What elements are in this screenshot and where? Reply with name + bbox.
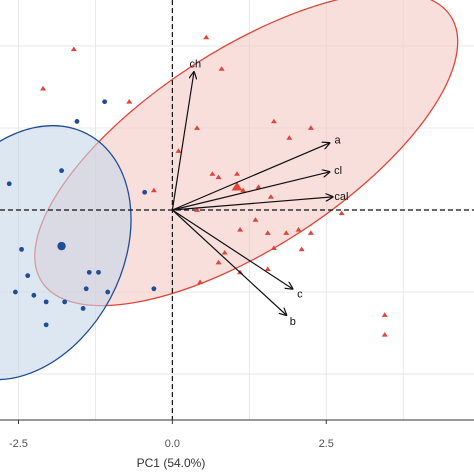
blue-circle-point xyxy=(59,168,64,174)
red-triangle-point xyxy=(270,118,277,124)
red-triangle-point xyxy=(338,210,345,216)
loading-label-ch: ch xyxy=(189,58,201,70)
red-triangle-point xyxy=(240,187,247,193)
blue-circle-point xyxy=(86,269,92,275)
blue-circle-point xyxy=(74,119,80,124)
x-axis-label: PC1 (54.0%) xyxy=(137,456,206,470)
x-tick-label: 2.5 xyxy=(319,438,334,450)
loading-label-cl: cl xyxy=(334,165,342,177)
x-tick-label: 0.0 xyxy=(165,438,180,450)
red-triangle-point xyxy=(215,259,222,265)
red-triangle-point xyxy=(307,230,314,235)
red-group-centroid xyxy=(231,182,243,191)
red-triangle-point xyxy=(175,148,182,153)
x-tick-label: -2.5 xyxy=(9,438,28,450)
blue-circle-point xyxy=(19,246,24,252)
red-triangle-point xyxy=(267,194,274,199)
blue-circle-point xyxy=(142,189,148,195)
red-triangle-point xyxy=(381,312,388,317)
red-triangle-point xyxy=(264,230,271,235)
blue-circle-point xyxy=(31,292,37,298)
loading-label-c: c xyxy=(297,289,303,301)
loading-arrow-a xyxy=(172,143,329,211)
red-triangle-point xyxy=(255,184,262,189)
blue-circle-point xyxy=(105,289,111,295)
red-triangle-point xyxy=(215,174,222,180)
blue-group-centroid xyxy=(57,241,66,251)
blue-circle-point xyxy=(62,299,68,305)
blue-circle-point xyxy=(102,99,108,105)
blue-circle-point xyxy=(43,322,49,328)
blue-circle-point xyxy=(12,289,18,295)
red-triangle-point xyxy=(283,230,290,235)
score-points xyxy=(6,34,388,337)
red-triangle-point xyxy=(381,331,388,337)
loading-arrow-cal xyxy=(172,197,332,211)
red-triangle-point xyxy=(209,171,216,176)
red-triangle-point xyxy=(126,99,133,104)
loading-label-a: a xyxy=(335,135,342,147)
red-triangle-point xyxy=(221,249,228,255)
red-triangle-point xyxy=(298,246,305,252)
red-triangle-point xyxy=(197,279,204,285)
blue-group-ellipse xyxy=(0,125,132,381)
loading-label-b: b xyxy=(290,316,296,328)
red-triangle-point xyxy=(40,85,47,91)
loading-vectors: ch a cl cal c b xyxy=(171,58,348,328)
red-triangle-point xyxy=(218,66,225,71)
loading-arrow-b xyxy=(171,209,286,315)
red-triangle-point xyxy=(234,171,240,176)
group-ellipses xyxy=(0,0,459,381)
blue-circle-point xyxy=(96,269,101,275)
red-triangle-point xyxy=(286,135,293,140)
blue-circle-point xyxy=(6,181,12,187)
red-triangle-point xyxy=(237,226,244,232)
blue-circle-point xyxy=(151,286,157,292)
red-triangle-point xyxy=(193,125,200,130)
red-triangle-point xyxy=(203,34,210,40)
x-axis-ticks: -2.5 0.0 2.5 xyxy=(9,420,334,450)
red-triangle-point xyxy=(252,217,259,222)
red-triangle-point xyxy=(307,125,314,130)
red-triangle-point xyxy=(270,245,277,250)
loading-label-cal: cal xyxy=(334,191,348,203)
red-triangle-point xyxy=(264,266,271,271)
loading-arrow-cl xyxy=(172,172,329,211)
red-triangle-point xyxy=(70,46,77,52)
red-triangle-point xyxy=(193,207,200,212)
blue-circle-point xyxy=(83,286,89,292)
blue-circle-point xyxy=(25,273,31,279)
loading-arrow-c xyxy=(172,209,292,289)
red-triangle-point xyxy=(150,187,157,193)
blue-circle-point xyxy=(43,299,49,305)
red-triangle-point xyxy=(295,226,302,232)
loading-arrow-ch xyxy=(171,72,194,211)
blue-circle-point xyxy=(80,306,86,311)
